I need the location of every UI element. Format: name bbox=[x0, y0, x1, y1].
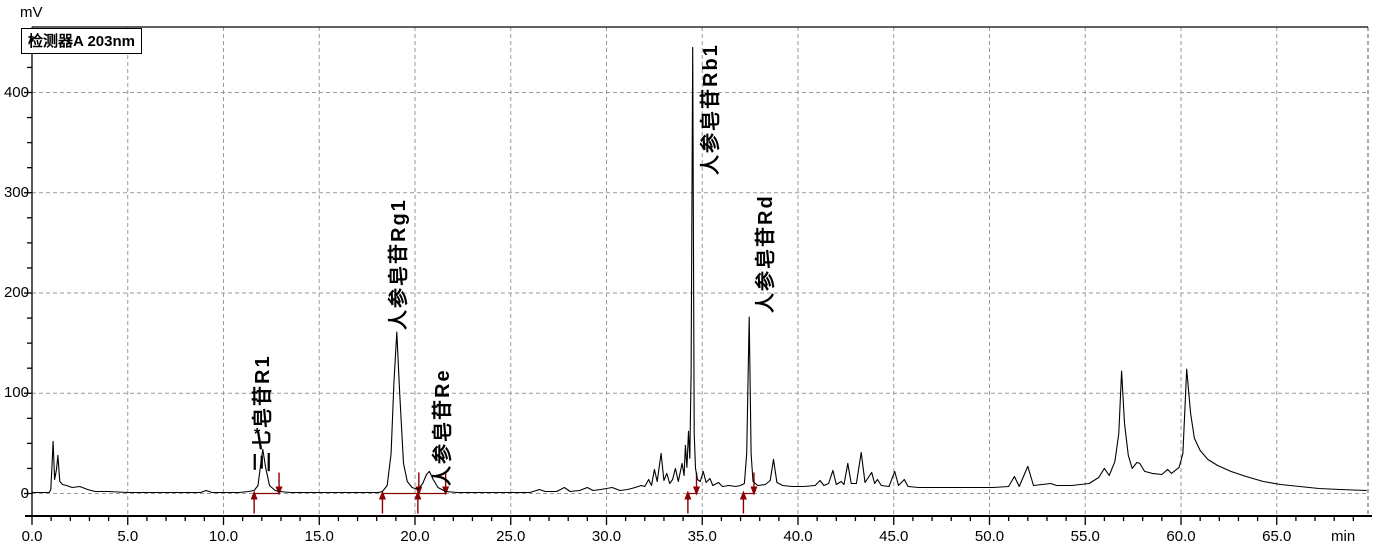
detector-title-box: 检测器A 203nm bbox=[21, 28, 142, 54]
x-tick-label: 5.0 bbox=[117, 528, 139, 545]
y-tick-label: 400 bbox=[3, 83, 29, 101]
peak-label: 人参皂苷Rg1 bbox=[387, 198, 410, 331]
detector-title-text: 检测器A 203nm bbox=[28, 33, 135, 50]
x-tick-label: 15.0 bbox=[304, 528, 334, 545]
x-tick-label: 60.0 bbox=[1166, 528, 1196, 545]
x-tick-label: 0.0 bbox=[21, 528, 43, 545]
peak-marker-star: * bbox=[253, 426, 261, 444]
x-tick-label: 55.0 bbox=[1070, 528, 1100, 545]
x-tick-label: 25.0 bbox=[496, 528, 526, 545]
y-tick-label: 100 bbox=[3, 384, 29, 402]
x-tick-label: 35.0 bbox=[687, 528, 717, 545]
x-tick-label: 30.0 bbox=[591, 528, 622, 545]
x-tick-label: 65.0 bbox=[1262, 528, 1292, 545]
y-axis-unit: mV bbox=[20, 4, 43, 21]
x-tick-label: 45.0 bbox=[879, 528, 909, 545]
peak-label: 三七皂苷R1 bbox=[251, 354, 274, 473]
y-tick-label: 0 bbox=[20, 484, 29, 502]
x-axis-unit: min bbox=[1331, 528, 1356, 545]
peak-label: 人参皂苷Re bbox=[431, 368, 454, 487]
x-tick-label: 10.0 bbox=[208, 528, 239, 545]
peak-label: 人参皂苷Rb1 bbox=[700, 42, 723, 175]
trace-line bbox=[32, 46, 1367, 494]
x-tick-label: 50.0 bbox=[974, 528, 1005, 545]
x-tick-label: 20.0 bbox=[400, 528, 430, 545]
peak-label: 人参皂苷Rd bbox=[755, 194, 778, 314]
y-tick-label: 300 bbox=[3, 183, 29, 201]
x-tick-label: 40.0 bbox=[783, 528, 813, 545]
y-tick-label: 200 bbox=[3, 284, 29, 301]
